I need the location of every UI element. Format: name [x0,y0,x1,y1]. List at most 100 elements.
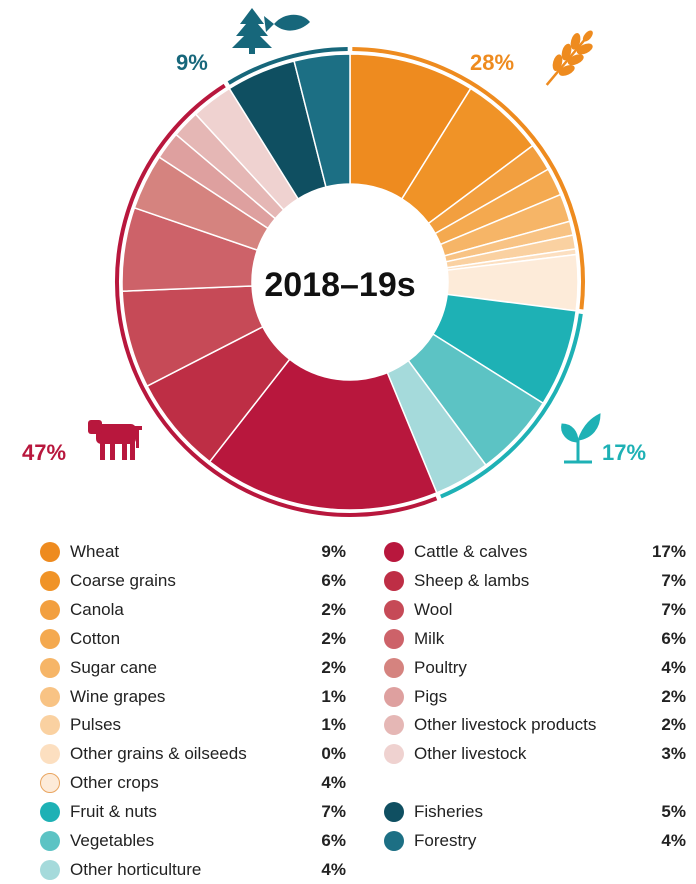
legend-item: Wool [384,596,452,624]
legend-swatch [40,686,60,707]
group-label-livestock: 47% [22,440,66,465]
legend-label: Fruit & nuts [70,802,157,822]
legend-item: Other livestock products [384,711,596,739]
legend-item: Vegetables [40,827,154,855]
legend-swatch [384,542,404,562]
legend-swatch [384,802,404,823]
legend-swatch [40,542,60,562]
legend-swatch [40,715,60,736]
legend-item: Other grains & oilseeds [40,740,247,768]
legend-swatch [384,657,404,678]
legend-item: Other horticulture [40,856,201,884]
center-title: 2018–19s [264,266,415,304]
legend-item: Fisheries [384,798,483,826]
legend-value: 6% [321,831,346,850]
legend-value: 2% [321,599,346,619]
group-rings [115,47,585,517]
legend-label: Fisheries [414,802,483,822]
group-label-forestry-fisheries: 9% [176,50,208,75]
legend-label: Wheat [70,542,120,561]
group-ring-horticulture [440,313,583,499]
legend-left: Wheat 9% Coarse grains 6% Canola 2% Cotton 2% Su… [40,538,346,880]
legend-item: Other livestock [384,740,526,768]
legend-label: Cattle & calves [414,542,528,561]
legend-swatch [40,859,60,880]
legend-label: Other livestock products [414,715,597,735]
legend-label: Sugar cane [70,657,157,677]
legend-value: 17% [651,542,686,561]
legend-value: 6% [321,570,346,590]
legend-label: Pulses [70,715,122,735]
legend-label: Cotton [70,628,121,648]
wheat-icon [545,30,593,86]
legend-item: Other crops [40,769,159,797]
legend-item: Poultry [384,654,467,682]
legend-label: Forestry [414,831,477,850]
legend-value: 2% [321,628,346,648]
legend-item: Cattle & calves [384,538,527,566]
legend-item: Canola [40,596,124,624]
legend-label: Sheep & lambs [414,570,530,590]
group-ring-crops [352,47,585,310]
legend-label: Poultry [414,657,467,677]
legend-label: Pigs [414,686,448,706]
legend-label: Canola [70,599,124,619]
legend-item: Sugar cane [40,654,157,682]
legend-item: Coarse grains [40,567,176,595]
legend-label: Wool [414,599,453,619]
legend-value: 4% [661,657,686,677]
group-ring-livestock [115,83,438,517]
legend-item: Milk [384,625,444,653]
legend-swatch [40,628,60,649]
legend-label: Coarse grains [70,570,176,590]
legend-item: Wine grapes [40,683,165,711]
cow-icon [88,420,142,460]
donut-hole [252,184,448,380]
legend-swatch [40,831,60,851]
legend-label: Other crops [70,773,159,793]
legend-value: 5% [661,802,686,822]
donut-chart: 2018–19s 28% 17% 47% 9% [22,8,646,517]
legend-value: 2% [661,686,686,706]
legend-swatch [384,628,404,649]
legend-item: Forestry [384,827,476,855]
legend-value: 3% [661,744,686,764]
legend-value: 7% [321,802,346,822]
legend-label: Vegetables [70,831,155,850]
group-label-horticulture: 17% [602,440,646,465]
legend-value: 1% [321,715,346,735]
legend-value: 2% [321,657,346,677]
legend-label: Other grains & oilseeds [70,744,247,764]
legend-item: Wheat [40,538,119,566]
legend-value: 0% [321,744,346,764]
legend-swatch [384,599,404,620]
legend-value: 7% [661,599,686,619]
legend-value: 9% [321,542,346,561]
legend-right: Cattle & calves 17% Sheep & lambs 7% Wool 7% M… [384,538,686,878]
donut-slices [121,53,579,511]
legend-item: Cotton [40,625,120,653]
legend-label: Other livestock [414,744,527,764]
legend-swatch [40,773,60,794]
legend-label: Wine grapes [70,686,166,706]
tree-fish-icon [232,8,310,54]
legend-label: Other horticulture [70,859,202,879]
legend-value: 6% [661,628,686,648]
group-label-crops: 28% [470,50,514,75]
legend-item: Pulses [40,711,121,739]
legend-label: Milk [414,628,445,648]
seedling-icon [561,413,601,464]
legend-value: 7% [661,570,686,590]
legend-swatch [384,570,404,591]
legend-value: 4% [661,831,686,850]
legend-swatch [384,831,404,851]
legend-swatch [40,599,60,620]
legend-swatch [40,802,60,823]
legend-swatch [384,715,404,736]
legend-item: Sheep & lambs [384,567,529,595]
legend-item: Pigs [384,683,447,711]
legend-swatch [40,657,60,678]
legend-item: Fruit & nuts [40,798,157,826]
legend-swatch [40,570,60,591]
legend-value: 2% [661,715,686,735]
